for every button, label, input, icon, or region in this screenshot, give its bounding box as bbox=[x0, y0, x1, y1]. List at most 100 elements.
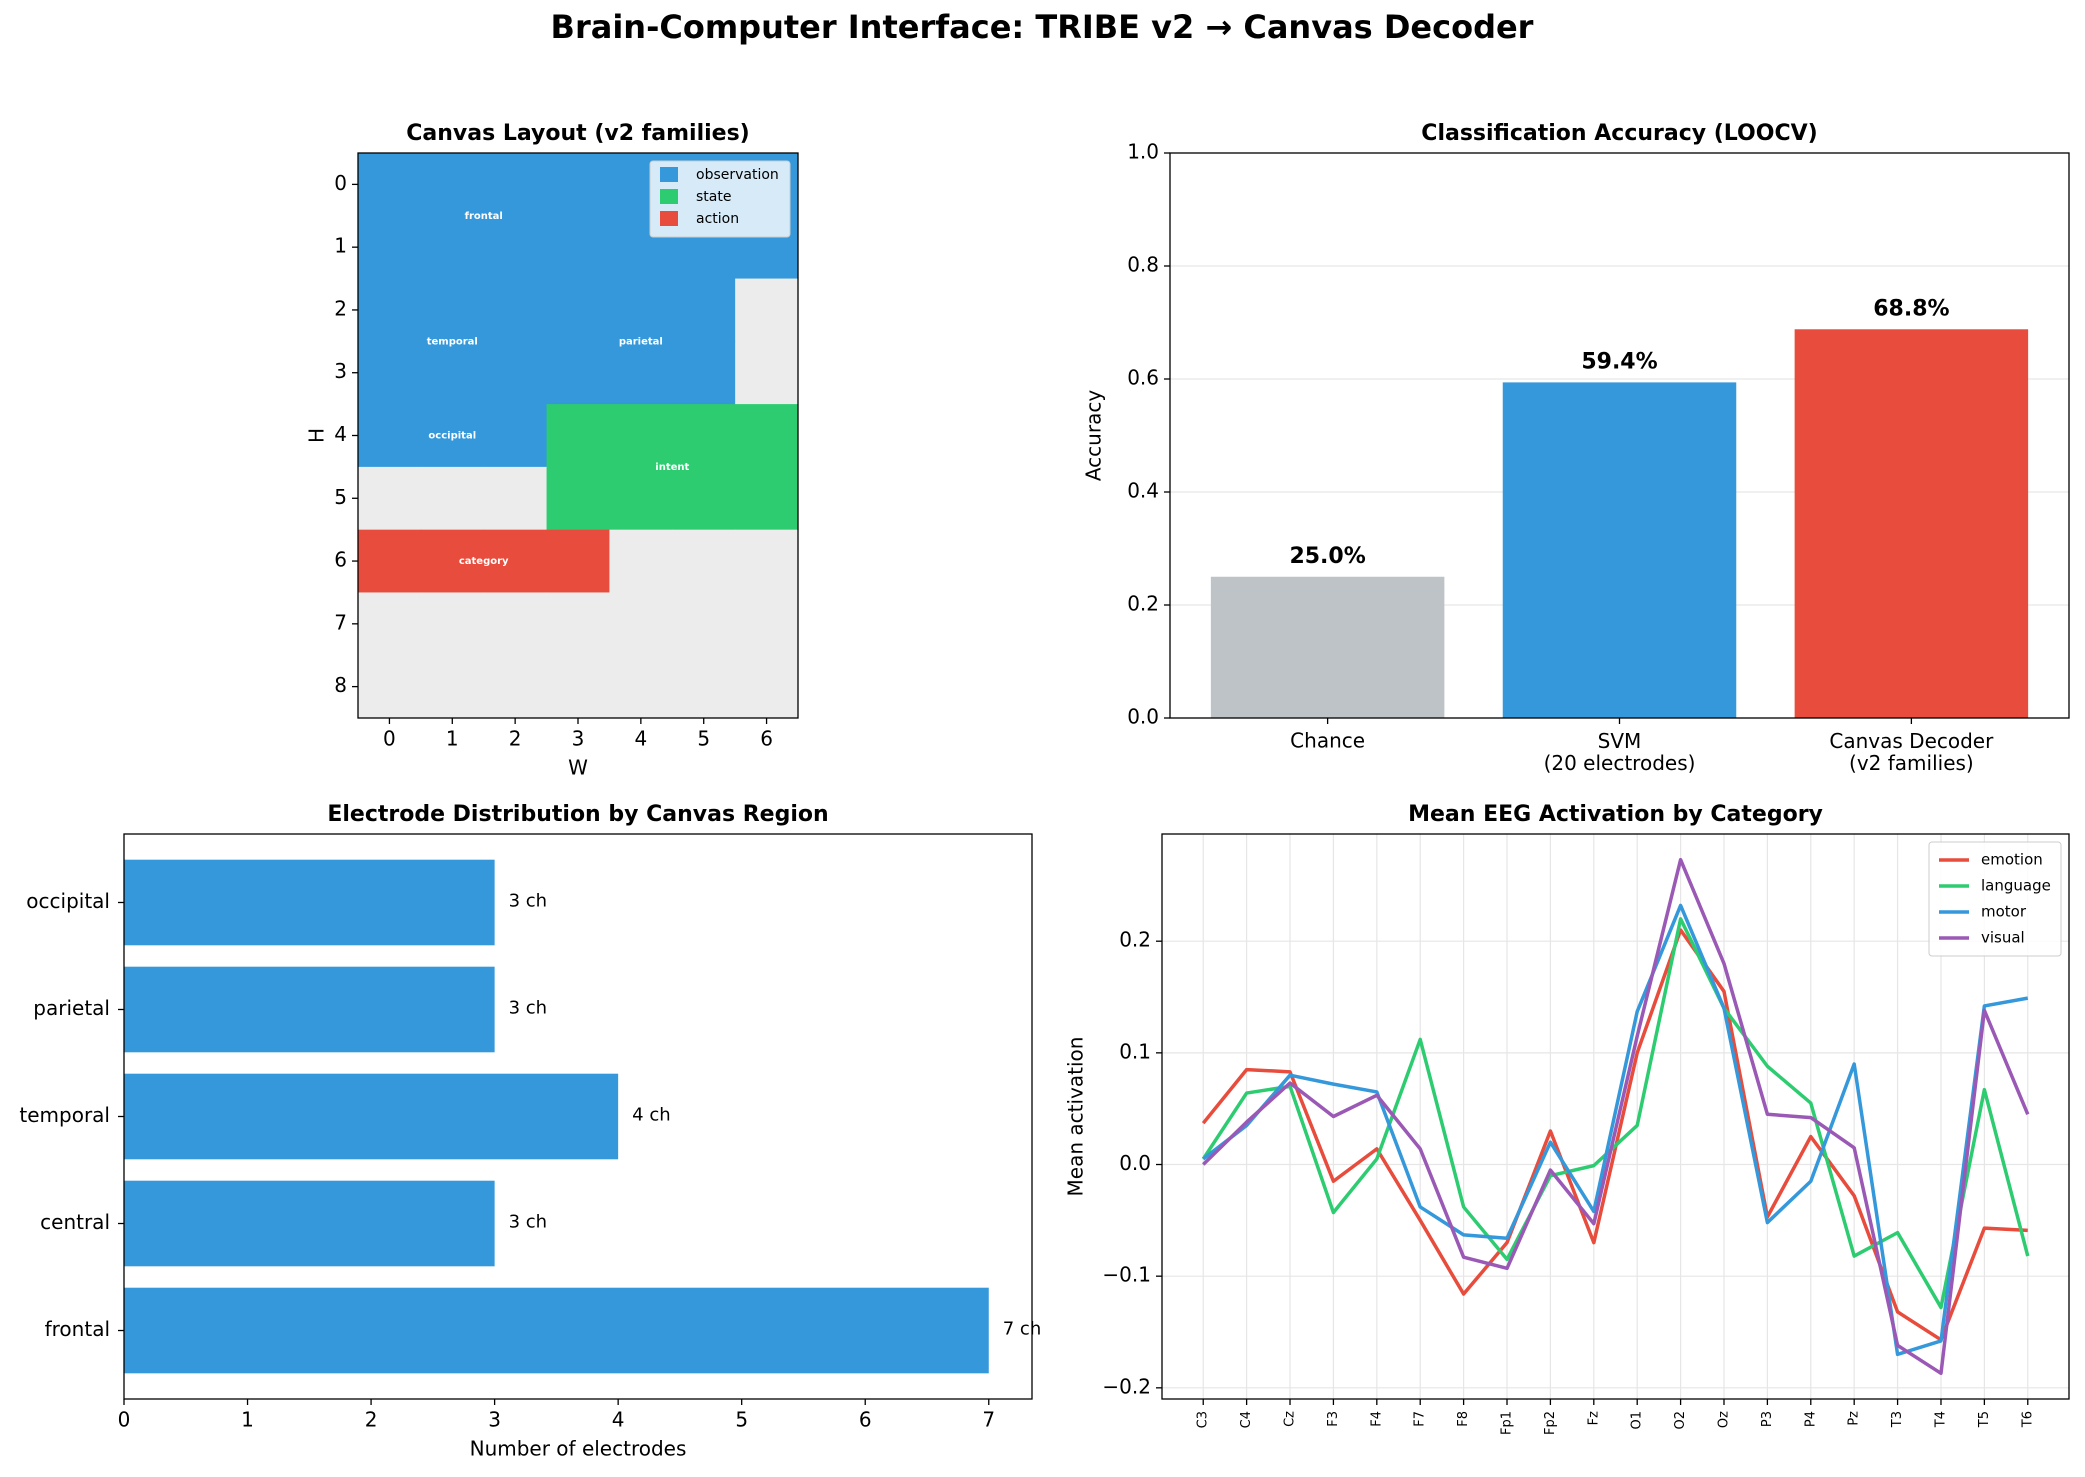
y-tick-label: 2 bbox=[334, 296, 347, 320]
canvas-cell bbox=[672, 466, 736, 531]
y-tick-label: 0.2 bbox=[1127, 592, 1159, 616]
x-tick-label: 6 bbox=[859, 1408, 872, 1432]
x-tick-label: 2 bbox=[365, 1408, 378, 1432]
x-tick-label: T5 bbox=[1977, 1411, 1992, 1428]
canvas-cell bbox=[609, 341, 673, 405]
x-tick-label: 2 bbox=[509, 727, 522, 751]
x-tick-label: Oz bbox=[1716, 1411, 1731, 1428]
y-tick-label: 0 bbox=[334, 171, 347, 195]
canvas-cell bbox=[546, 153, 610, 217]
canvas-cell bbox=[672, 655, 736, 719]
canvas-cell bbox=[483, 655, 548, 719]
legend-swatch bbox=[660, 189, 678, 204]
canvas-cell bbox=[420, 215, 485, 280]
canvas-cell bbox=[609, 404, 673, 468]
region-label: frontal bbox=[465, 211, 503, 222]
canvas-cell bbox=[735, 404, 799, 468]
x-tick-label: T4 bbox=[1933, 1411, 1948, 1428]
canvas-cell bbox=[358, 466, 422, 531]
x-axis-label: W bbox=[568, 756, 588, 780]
canvas-cell bbox=[609, 278, 673, 342]
x-tick-label: Fz bbox=[1586, 1411, 1601, 1425]
bar bbox=[124, 1073, 619, 1160]
series-line bbox=[1202, 857, 2030, 1376]
y-tick-label: occipital bbox=[26, 889, 110, 913]
x-tick-label: Cz bbox=[1283, 1411, 1298, 1427]
canvas-cell bbox=[609, 529, 673, 593]
canvas-cell bbox=[483, 592, 548, 656]
x-axis-label: Number of electrodes bbox=[470, 1437, 687, 1461]
bar bbox=[124, 1180, 495, 1267]
canvas-cell bbox=[358, 153, 422, 217]
canvas-cell bbox=[546, 529, 610, 593]
x-tick-label: Fp2 bbox=[1543, 1411, 1558, 1435]
canvas-cell bbox=[546, 215, 610, 280]
y-tick-label: 6 bbox=[334, 548, 347, 572]
canvas-cell bbox=[735, 655, 799, 719]
x-tick-label: 1 bbox=[446, 727, 459, 751]
canvas-cell bbox=[420, 466, 485, 531]
x-tick-label: 6 bbox=[760, 727, 773, 751]
bar bbox=[1794, 329, 2029, 718]
canvas-cell bbox=[358, 529, 422, 593]
y-tick-label: 0.8 bbox=[1127, 253, 1159, 277]
x-tick-label: 4 bbox=[634, 727, 647, 751]
value-label: 4 ch bbox=[632, 1105, 670, 1126]
x-tick-label: 0 bbox=[383, 727, 396, 751]
canvas-cell bbox=[735, 466, 799, 531]
y-tick-label: 3 bbox=[334, 359, 347, 383]
y-tick-label: 0.6 bbox=[1127, 366, 1159, 390]
x-tick-label: O2 bbox=[1673, 1411, 1688, 1430]
x-tick-label: 3 bbox=[488, 1408, 501, 1432]
legend-label: state bbox=[696, 189, 731, 205]
x-tick-label: F8 bbox=[1456, 1411, 1471, 1427]
legend-box bbox=[1928, 841, 2062, 957]
x-tick-label: F7 bbox=[1413, 1411, 1428, 1427]
legend-swatch bbox=[660, 211, 678, 226]
canvas-cell bbox=[358, 215, 422, 280]
region-label: temporal bbox=[427, 336, 478, 347]
axes-frame bbox=[123, 833, 1033, 1400]
y-tick-label: 0.4 bbox=[1127, 479, 1159, 503]
value-label: 7 ch bbox=[1003, 1319, 1041, 1340]
y-tick-label: frontal bbox=[45, 1317, 110, 1341]
value-label: 3 ch bbox=[509, 997, 547, 1018]
legend-label: language bbox=[1981, 877, 2051, 895]
legend-label: visual bbox=[1981, 929, 2025, 947]
x-tick-label: 5 bbox=[697, 727, 710, 751]
axes-frame bbox=[1161, 833, 2070, 1400]
y-axis-label: H bbox=[305, 428, 329, 443]
canvas-cell bbox=[672, 278, 736, 342]
canvas-cell bbox=[672, 592, 736, 656]
bar bbox=[124, 966, 495, 1053]
x-tick-label: T3 bbox=[1890, 1411, 1905, 1428]
axes-frame bbox=[1169, 152, 2070, 719]
canvas-cell bbox=[483, 278, 548, 342]
canvas-cell bbox=[420, 592, 485, 656]
canvas-cell bbox=[483, 215, 548, 280]
canvas-cell bbox=[735, 341, 799, 405]
canvas-cell bbox=[672, 404, 736, 468]
y-tick-label: 0.0 bbox=[1119, 1151, 1151, 1175]
x-tick-label: SVM (20 electrodes) bbox=[1544, 729, 1696, 775]
value-label: 25.0% bbox=[1289, 544, 1365, 569]
y-axis-label: Accuracy bbox=[1082, 390, 1106, 481]
legend-label: action bbox=[696, 211, 739, 227]
x-tick-label: P4 bbox=[1803, 1411, 1818, 1427]
y-tick-label: 1 bbox=[334, 234, 347, 258]
canvas-cell bbox=[735, 529, 799, 593]
legend-label: motor bbox=[1981, 903, 2027, 921]
legend-box bbox=[649, 160, 791, 238]
bar bbox=[124, 859, 495, 946]
x-tick-label: Fp1 bbox=[1500, 1411, 1515, 1435]
canvas-cell bbox=[420, 529, 485, 593]
canvas-cell bbox=[358, 341, 422, 405]
y-tick-label: 1.0 bbox=[1127, 140, 1159, 164]
x-tick-label: 1 bbox=[241, 1408, 254, 1432]
bar bbox=[1210, 576, 1445, 718]
y-tick-label: 8 bbox=[334, 673, 347, 697]
y-tick-label: 0.1 bbox=[1119, 1039, 1151, 1063]
canvas-cell bbox=[420, 404, 485, 468]
canvas-cell bbox=[609, 466, 673, 531]
